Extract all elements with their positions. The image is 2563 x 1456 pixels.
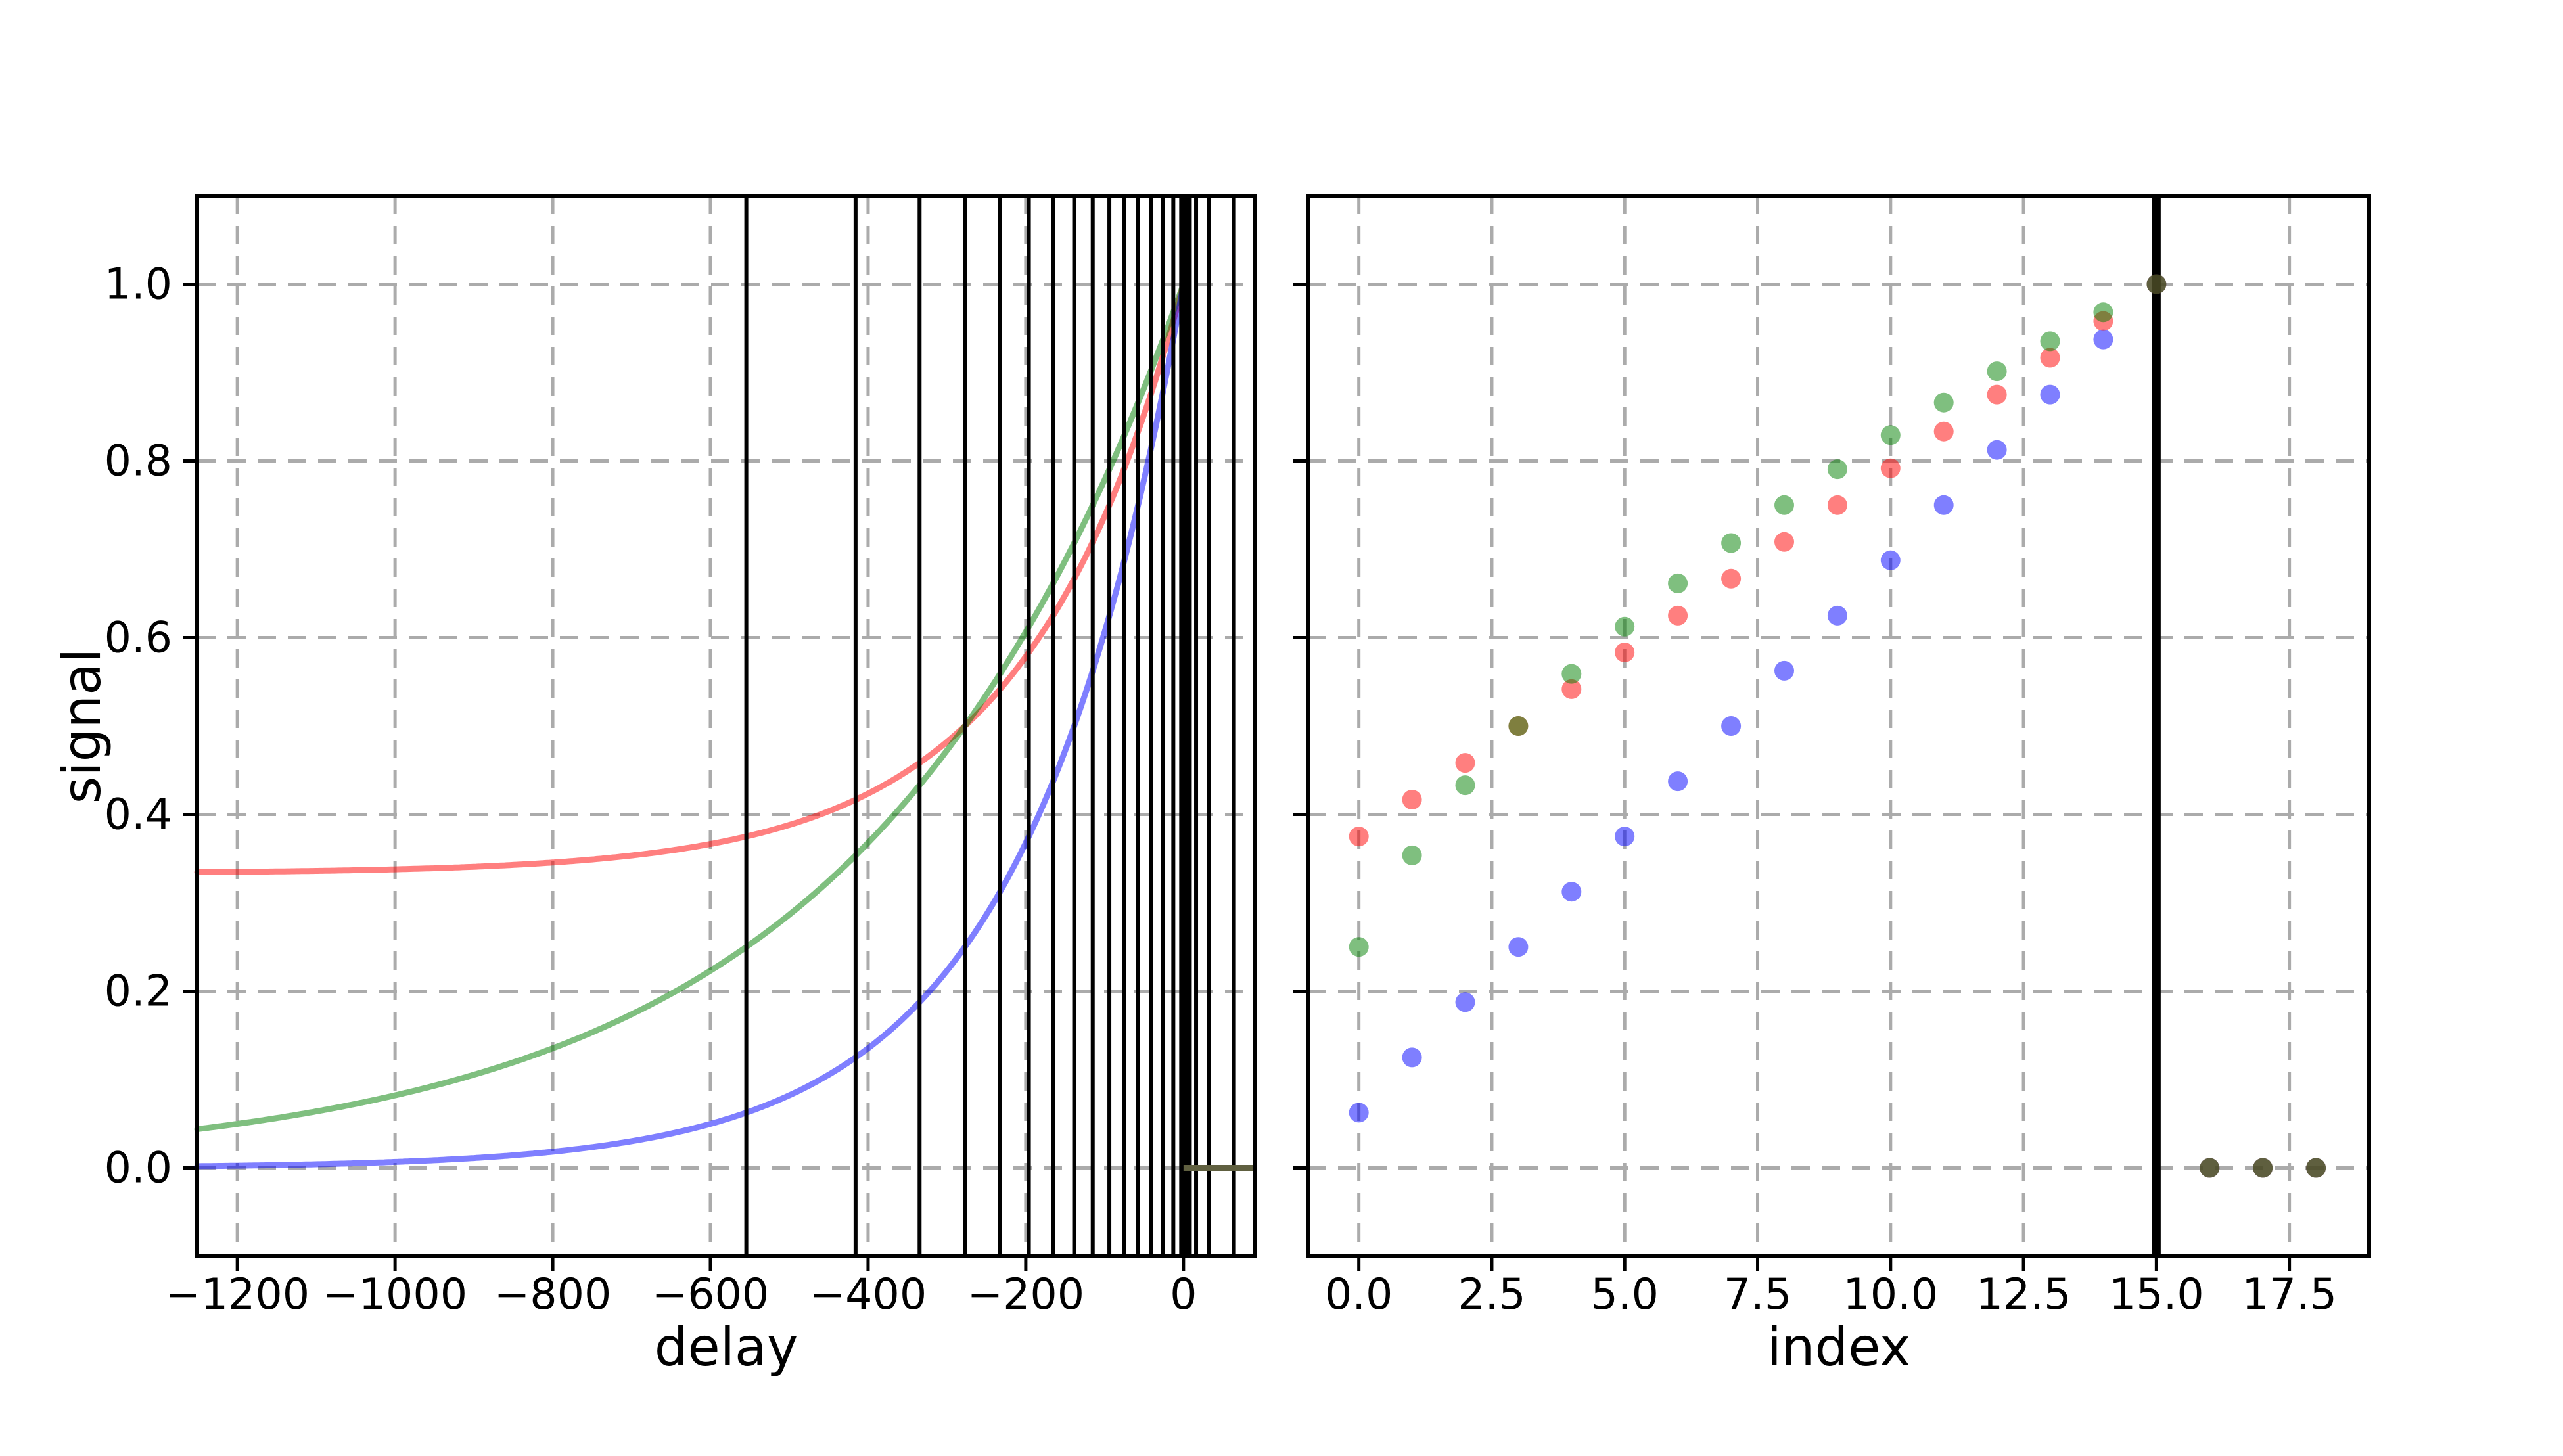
x-tick-label: −1000 bbox=[323, 1270, 467, 1319]
scatter-dot-green-dots bbox=[1987, 361, 2007, 382]
x-tick-label: 17.5 bbox=[2242, 1270, 2337, 1319]
scatter-dot-green-dots bbox=[1349, 937, 1369, 957]
scatter-dot-green-dots bbox=[2146, 274, 2167, 294]
scatter-dot-blue-dots bbox=[1615, 827, 1635, 847]
x-axis-label-index: index bbox=[1767, 1317, 1911, 1378]
x-tick-label: −600 bbox=[652, 1270, 770, 1319]
red-curve bbox=[194, 281, 1187, 875]
x-tick-label: −400 bbox=[810, 1270, 927, 1319]
scatter-dot-green-dots bbox=[1668, 573, 1688, 593]
scatter-dot-red-dots bbox=[1561, 679, 1582, 699]
x-tick-label: 12.5 bbox=[1976, 1270, 2071, 1319]
scatter-dot-blue-dots bbox=[1933, 495, 1954, 515]
scatter-dot-green-dots bbox=[1508, 716, 1529, 736]
scatter-dot-blue-dots bbox=[1402, 1047, 1422, 1068]
x-tick-label: −200 bbox=[967, 1270, 1085, 1319]
axes-spine bbox=[1306, 194, 2371, 1258]
scatter-dot-red-dots bbox=[1615, 643, 1635, 662]
scatter-dot-green-dots bbox=[1721, 533, 1742, 553]
scatter-dot-green-dots bbox=[1933, 392, 1954, 413]
scatter-dot-green-dots bbox=[1402, 845, 1422, 865]
x-tick-label: −800 bbox=[494, 1270, 612, 1319]
y-tick-label: 0.8 bbox=[104, 437, 172, 486]
y-axis-label-signal: signal bbox=[51, 648, 112, 804]
scatter-dot-green-dots bbox=[2040, 331, 2060, 352]
scatter-dot-blue-dots bbox=[1987, 440, 2007, 460]
scatter-dot-red-dots bbox=[1987, 384, 2007, 405]
scatter-dot-blue-dots bbox=[1774, 660, 1794, 681]
y-tick-label: 0.2 bbox=[104, 967, 172, 1016]
scatter-dot-green-dots bbox=[1774, 495, 1794, 515]
x-tick-label: 0 bbox=[1170, 1270, 1197, 1319]
scatter-dot-blue-dots bbox=[1880, 550, 1901, 570]
scatter-dot-red-dots bbox=[1880, 458, 1901, 478]
x-tick-label: −1200 bbox=[165, 1270, 310, 1319]
scatter-dot-blue-dots bbox=[2093, 329, 2113, 350]
x-tick-label: 7.5 bbox=[1724, 1270, 1791, 1319]
scatter-dot-green-dots bbox=[1615, 616, 1635, 637]
scatter-dot-green-dots bbox=[2253, 1158, 2273, 1178]
scatter-dot-blue-dots bbox=[1827, 605, 1847, 626]
scatter-dot-green-dots bbox=[1455, 775, 1475, 796]
scatter-dot-green-dots bbox=[1880, 425, 1901, 445]
scatter-dot-blue-dots bbox=[1668, 771, 1688, 792]
blue-curve bbox=[194, 281, 1187, 1170]
scatter-dot-blue-dots bbox=[2040, 384, 2060, 405]
scatter-dot-blue-dots bbox=[1349, 1103, 1369, 1123]
scatter-dot-red-dots bbox=[1402, 790, 1422, 809]
scatter-dot-green-dots bbox=[1561, 664, 1582, 684]
scatter-dot-blue-dots bbox=[1721, 716, 1742, 736]
green-curve bbox=[194, 281, 1187, 1133]
scatter-dot-red-dots bbox=[1455, 753, 1475, 773]
x-tick-label: 10.0 bbox=[1843, 1270, 1938, 1319]
scatter-dot-red-dots bbox=[1349, 827, 1369, 847]
x-axis-label-delay: delay bbox=[655, 1317, 798, 1378]
scatter-dot-red-dots bbox=[1668, 605, 1688, 626]
scatter-dot-green-dots bbox=[2200, 1158, 2220, 1178]
scatter-dot-green-dots bbox=[1827, 459, 1847, 480]
axes-spine bbox=[195, 194, 1257, 1258]
scatter-dot-blue-dots bbox=[1561, 882, 1582, 902]
y-tick-label: 0.6 bbox=[104, 614, 172, 663]
x-tick-label: 0.0 bbox=[1325, 1270, 1393, 1319]
left-plot: −1200 −1000 −800 −600 −400 −200 0 0.0 0.2 0.4 0.6 0… bbox=[104, 194, 1257, 1319]
y-tick-label: 1.0 bbox=[104, 260, 172, 309]
scatter-dot-green-dots bbox=[2306, 1158, 2326, 1178]
right-plot: 0.0 2.5 5.0 7.5 10.0 12.5 15.0 17.5 bbox=[1293, 194, 2371, 1319]
y-tick-label: 0.4 bbox=[104, 790, 172, 840]
scatter-dot-blue-dots bbox=[1455, 992, 1475, 1012]
x-tick-label: 5.0 bbox=[1591, 1270, 1659, 1319]
scatter-dot-red-dots bbox=[2040, 348, 2060, 368]
scatter-dot-red-dots bbox=[1933, 421, 1954, 442]
x-tick-label: 15.0 bbox=[2109, 1270, 2204, 1319]
x-tick-label: 2.5 bbox=[1458, 1270, 1525, 1319]
scatter-dot-red-dots bbox=[1721, 568, 1742, 589]
scatter-dot-green-dots bbox=[2093, 302, 2113, 323]
scatter-dot-blue-dots bbox=[1508, 937, 1529, 957]
scatter-dot-red-dots bbox=[1774, 532, 1794, 552]
y-tick-label: 0.0 bbox=[104, 1144, 172, 1193]
scatter-dot-red-dots bbox=[1827, 495, 1847, 515]
